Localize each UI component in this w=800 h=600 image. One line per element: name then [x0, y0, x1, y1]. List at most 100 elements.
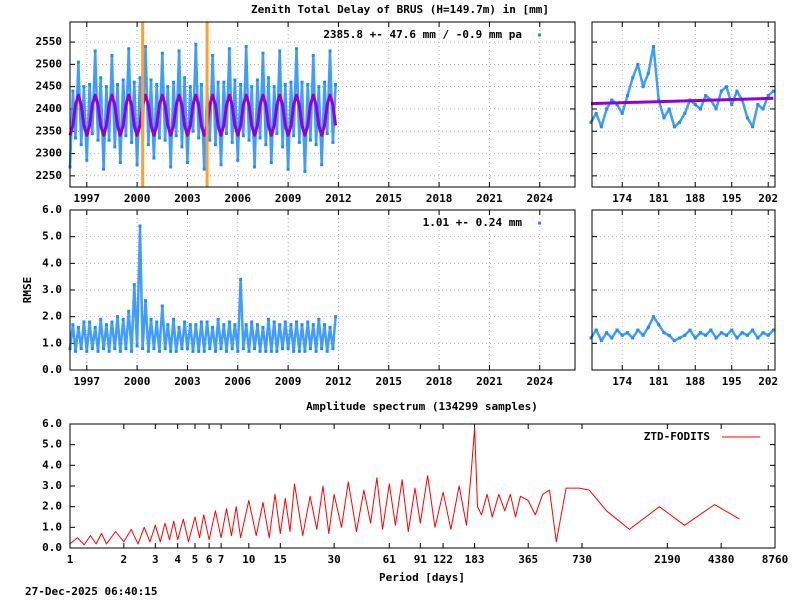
- x-tick-label: 202: [758, 192, 778, 205]
- data-point: [222, 80, 226, 84]
- data-point: [745, 333, 749, 337]
- data-point: [264, 349, 268, 353]
- data-point: [199, 82, 203, 86]
- data-point: [85, 158, 89, 162]
- data-point: [118, 349, 122, 353]
- data-point: [278, 49, 282, 53]
- data-point: [735, 89, 739, 93]
- x-tick-label: 8760: [762, 553, 789, 566]
- x-tick-label: 61: [383, 553, 397, 566]
- data-point: [615, 328, 619, 332]
- data-point: [311, 53, 315, 57]
- data-point: [93, 49, 97, 53]
- x-tick-label: 2000: [124, 375, 151, 388]
- plot-frame: [591, 21, 776, 188]
- data-point: [230, 140, 234, 144]
- data-point: [636, 328, 640, 332]
- chart-title: Zenith Total Delay of BRUS (H=149.7m) in…: [251, 3, 549, 16]
- data-point: [194, 42, 198, 46]
- data-point: [255, 323, 259, 327]
- data-point: [292, 349, 296, 353]
- data-point: [233, 78, 237, 82]
- data-point: [233, 323, 237, 327]
- data-point: [641, 85, 645, 89]
- data-point: [740, 331, 744, 335]
- data-point: [269, 160, 273, 164]
- data-point: [149, 317, 153, 321]
- data-point: [172, 317, 176, 321]
- data-point: [683, 333, 687, 337]
- data-point: [227, 320, 231, 324]
- data-point: [308, 347, 312, 351]
- y-tick-label: 5.0: [42, 438, 62, 451]
- x-tick-label: 2015: [376, 375, 403, 388]
- data-point: [247, 138, 251, 142]
- legend-label: 1.01 +- 0.24 mm: [423, 216, 523, 229]
- data-point: [188, 85, 192, 89]
- data-point: [286, 167, 290, 171]
- data-point: [657, 98, 661, 102]
- data-point: [143, 299, 147, 303]
- x-tick-label: 2012: [325, 192, 352, 205]
- data-point: [314, 143, 318, 147]
- data-point: [766, 333, 770, 337]
- data-point: [107, 349, 111, 353]
- data-point: [74, 349, 78, 353]
- data-point: [160, 51, 164, 55]
- x-tick-label: 2000: [124, 192, 151, 205]
- footer-timestamp: 27-Dec-2025 06:40:15: [25, 585, 157, 598]
- data-point: [239, 277, 243, 281]
- data-point: [169, 349, 173, 353]
- data-point: [771, 89, 775, 93]
- data-point: [211, 53, 215, 57]
- data-point: [216, 317, 220, 321]
- x-tick-label: 2006: [225, 375, 252, 388]
- data-point: [90, 347, 94, 351]
- data-point: [241, 134, 245, 138]
- data-point: [314, 349, 318, 353]
- x-tick-label: 181: [649, 375, 669, 388]
- x-tick-label: 202: [758, 375, 778, 388]
- y-tick-label: 2350: [36, 124, 63, 137]
- data-point: [756, 103, 760, 106]
- series-trace: [589, 45, 775, 129]
- data-point: [135, 344, 139, 348]
- y-tick-label: 2.0: [42, 310, 62, 323]
- y-tick-label: 2450: [36, 80, 63, 93]
- data-point: [247, 349, 251, 353]
- data-point: [698, 107, 702, 111]
- data-point: [683, 111, 687, 115]
- data-point: [300, 80, 304, 84]
- data-point: [185, 160, 189, 164]
- data-point: [281, 145, 285, 149]
- data-point: [766, 94, 770, 98]
- data-point: [725, 333, 729, 337]
- data-point: [272, 320, 276, 324]
- data-point: [286, 347, 290, 351]
- data-point: [693, 336, 697, 340]
- data-point: [113, 145, 117, 149]
- x-tick-label: 195: [722, 375, 742, 388]
- x-tick-label: 2: [121, 553, 128, 566]
- data-point: [99, 317, 103, 321]
- data-point: [152, 347, 156, 351]
- data-point: [714, 107, 718, 111]
- data-point: [751, 328, 755, 332]
- data-point: [646, 71, 650, 75]
- data-point: [213, 143, 217, 147]
- data-point: [704, 333, 708, 337]
- data-point: [253, 165, 257, 169]
- data-point: [303, 169, 307, 173]
- series-line: [68, 93, 338, 137]
- data-point: [85, 349, 89, 353]
- data-point: [180, 145, 184, 149]
- data-point: [325, 131, 329, 135]
- plot-frame: [69, 21, 576, 188]
- data-point: [594, 328, 598, 332]
- legend-label: ZTD-FODITS: [644, 430, 710, 443]
- y-tick-label: 2300: [36, 147, 63, 160]
- data-point: [672, 125, 676, 129]
- data-point: [278, 323, 282, 327]
- data-point: [93, 325, 97, 329]
